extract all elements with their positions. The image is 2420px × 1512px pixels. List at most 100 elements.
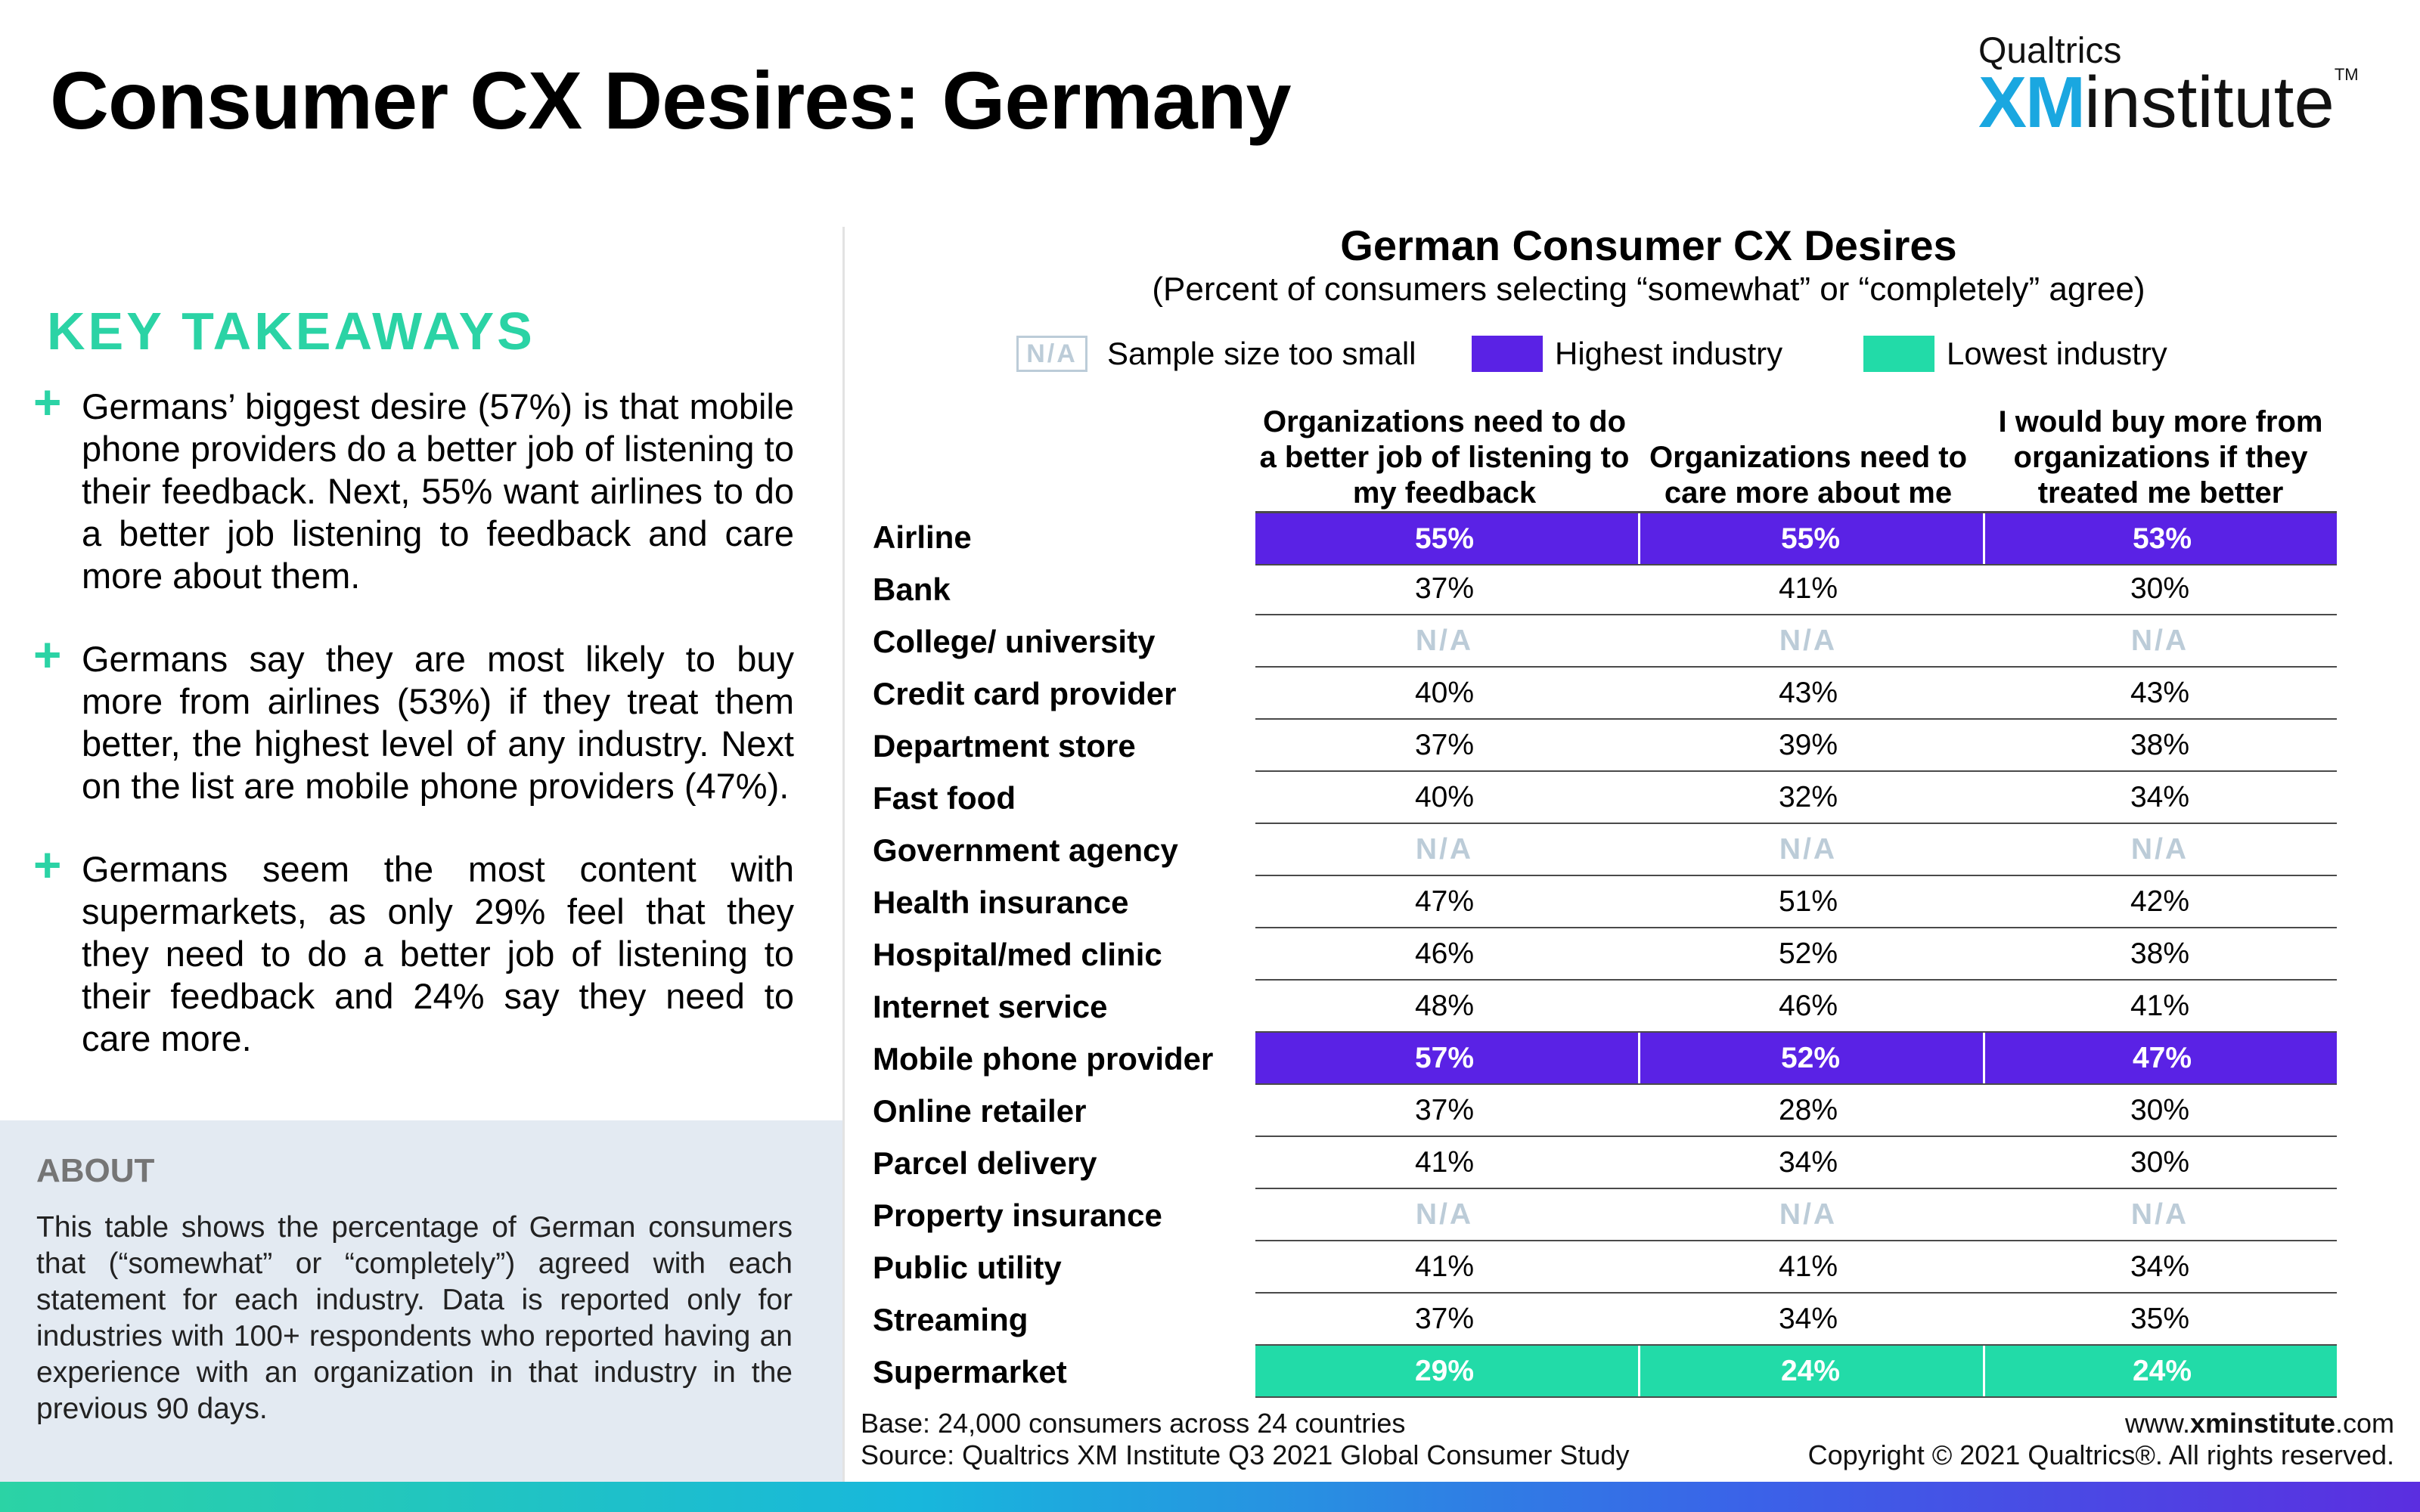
key-takeaways-heading: KEY TAKEAWAYS xyxy=(47,302,535,361)
legend-na-swatch: N/A xyxy=(1016,336,1087,372)
table-cell: N/A xyxy=(2130,624,2189,657)
table-cell: N/A xyxy=(1779,833,1838,866)
table-cell: 41% xyxy=(2130,990,2190,1022)
legend-lowest-label: Lowest industry xyxy=(1947,336,2167,371)
table-cell: 41% xyxy=(1778,572,1838,605)
row-cells: N/A N/A N/A xyxy=(1255,1189,2337,1241)
table-cell: 30% xyxy=(2130,572,2190,605)
xm-institute-logo: XMinstituteTM xyxy=(1978,67,2359,139)
row-cells: N/A N/A N/A xyxy=(1255,824,2337,876)
legend-lowest-swatch xyxy=(1863,336,1934,372)
table-cell: 29% xyxy=(1414,1355,1475,1387)
table-row: Government agency N/A N/A N/A xyxy=(859,824,2372,876)
table-cell: 37% xyxy=(1414,729,1475,761)
row-cells: 40% 32% 34% xyxy=(1255,772,2337,824)
table-cell: 42% xyxy=(2130,885,2190,918)
row-cells: 46% 52% 38% xyxy=(1255,928,2337,981)
table-cell: 37% xyxy=(1414,572,1475,605)
table-cell: N/A xyxy=(2130,833,2189,866)
table-row: Online retailer 37% 28% 30% xyxy=(859,1085,2372,1137)
table-cell: 24% xyxy=(1638,1346,1981,1396)
table-row: Streaming 37% 34% 35% xyxy=(859,1294,2372,1346)
row-label: Supermarket xyxy=(873,1354,1067,1390)
row-label: Internet service xyxy=(873,989,1108,1024)
table-cell: 39% xyxy=(1778,729,1838,761)
table-cell: 52% xyxy=(1638,1033,1981,1083)
row-cells: 55% 55% 53% xyxy=(1255,511,2337,565)
table-row: College/ university N/A N/A N/A xyxy=(859,615,2372,668)
table-cell: 34% xyxy=(1778,1303,1838,1335)
table-row: Health insurance 47% 51% 42% xyxy=(859,876,2372,928)
table-row: Internet service 48% 46% 41% xyxy=(859,981,2372,1033)
table-row: Bank 37% 41% 30% xyxy=(859,563,2372,615)
table-cell: 30% xyxy=(2130,1094,2190,1126)
legend-na-label: Sample size too small xyxy=(1107,336,1416,371)
table-cell: 37% xyxy=(1414,1094,1475,1126)
table-cell: 43% xyxy=(2130,677,2190,709)
takeaway-item: + Germans’ biggest desire (57%) is that … xyxy=(33,378,794,597)
row-cells: 37% 28% 30% xyxy=(1255,1085,2337,1137)
table-row: Parcel delivery 41% 34% 30% xyxy=(859,1137,2372,1189)
data-table: Airline 55% 55% 53% Bank 37% 41% 30% College/ un… xyxy=(859,511,2372,1398)
table-cell: 34% xyxy=(2130,1250,2190,1283)
row-label: Parcel delivery xyxy=(873,1145,1097,1181)
brand-institute: institute xyxy=(2084,62,2335,143)
about-heading: ABOUT xyxy=(36,1152,155,1189)
brand-qualtrics-label: Qualtrics xyxy=(1978,31,2122,71)
table-cell: 41% xyxy=(1414,1146,1475,1179)
table-row: Supermarket 29% 24% 24% xyxy=(859,1346,2372,1398)
copyright-text: Copyright © 2021 Qualtrics®. All rights … xyxy=(1807,1439,2394,1470)
row-cells: 40% 43% 43% xyxy=(1255,668,2337,720)
table-cell: 35% xyxy=(2130,1303,2190,1335)
website-link[interactable]: www.xminstitute.com xyxy=(2124,1408,2394,1439)
base-note: Base: 24,000 consumers across 24 countri… xyxy=(861,1408,1406,1439)
row-cells: 41% 41% 34% xyxy=(1255,1241,2337,1294)
table-cell: 32% xyxy=(1778,781,1838,813)
table-cell: 46% xyxy=(1778,990,1838,1022)
table-cell: 40% xyxy=(1414,781,1475,813)
table-row: Property insurance N/A N/A N/A xyxy=(859,1189,2372,1241)
row-label: Bank xyxy=(873,572,951,607)
legend-highest-swatch xyxy=(1472,336,1543,372)
table-row: Airline 55% 55% 53% xyxy=(859,511,2372,565)
table-cell: 38% xyxy=(2130,729,2190,761)
takeaway-text: Germans say they are most likely to buy … xyxy=(82,639,794,806)
table-cell: N/A xyxy=(1779,624,1838,657)
table-subtitle: (Percent of consumers selecting “somewha… xyxy=(1152,271,2145,308)
row-label: Property insurance xyxy=(873,1198,1162,1233)
row-label: Airline xyxy=(873,519,972,555)
row-label: Streaming xyxy=(873,1302,1028,1337)
table-cell: 30% xyxy=(2130,1146,2190,1179)
page-title: Consumer CX Desires: Germany xyxy=(50,54,1292,146)
table-cell: 47% xyxy=(1983,1033,2339,1083)
row-cells: N/A N/A N/A xyxy=(1255,615,2337,668)
table-cell: 41% xyxy=(1414,1250,1475,1283)
table-row: Hospital/med clinic 46% 52% 38% xyxy=(859,928,2372,981)
row-cells: 37% 39% 38% xyxy=(1255,720,2337,772)
table-row: Mobile phone provider 57% 52% 47% xyxy=(859,1033,2372,1085)
takeaway-text: Germans’ biggest desire (57%) is that mo… xyxy=(82,386,794,596)
footer-notes: Base: 24,000 consumers across 24 countri… xyxy=(861,1408,1629,1471)
row-label: Online retailer xyxy=(873,1093,1087,1129)
table-cell: 53% xyxy=(1983,513,2339,564)
table-row: Public utility 41% 41% 34% xyxy=(859,1241,2372,1294)
source-note: Source: Qualtrics XM Institute Q3 2021 G… xyxy=(861,1439,1630,1470)
plus-icon: + xyxy=(33,375,62,429)
row-cells: 37% 34% 35% xyxy=(1255,1294,2337,1346)
table-row: Credit card provider 40% 43% 43% xyxy=(859,668,2372,720)
table-cell: N/A xyxy=(2130,1198,2189,1231)
row-label: Hospital/med clinic xyxy=(873,937,1162,972)
table-cell: 24% xyxy=(1983,1346,2339,1396)
brand-trademark: TM xyxy=(2334,65,2359,84)
table-cell: 46% xyxy=(1414,937,1475,970)
gradient-bottom-bar xyxy=(0,1482,2420,1512)
brand-xm: XM xyxy=(1978,62,2086,143)
table-cell: N/A xyxy=(1415,833,1474,866)
table-cell: 37% xyxy=(1414,1303,1475,1335)
row-label: Public utility xyxy=(873,1250,1062,1285)
row-label: Health insurance xyxy=(873,885,1129,920)
legend: N/A Sample size too small Highest indust… xyxy=(1013,333,2193,375)
takeaway-item: + Germans say they are most likely to bu… xyxy=(33,631,794,807)
table-cell: 40% xyxy=(1414,677,1475,709)
table-cell: N/A xyxy=(1415,1198,1474,1231)
